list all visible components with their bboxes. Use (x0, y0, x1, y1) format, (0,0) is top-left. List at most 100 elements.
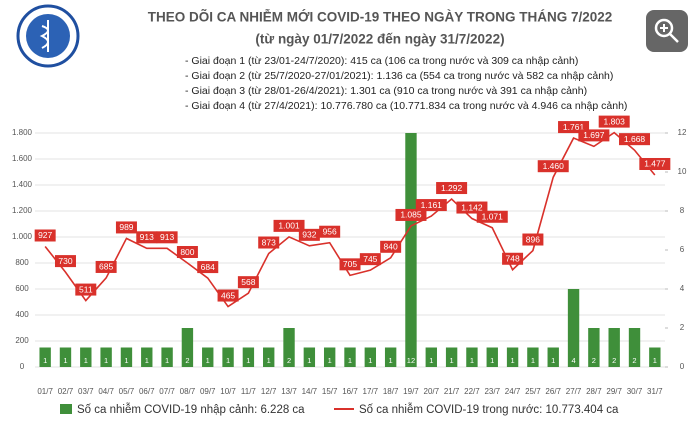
bar (649, 347, 661, 367)
data-label: 913 (140, 232, 154, 242)
note: - Giai đoạn 2 (từ 25/7/2020-27/01/2021):… (185, 70, 613, 82)
bar (547, 347, 559, 367)
bar-label: 1 (450, 356, 454, 365)
bar (323, 347, 336, 367)
data-label: 748 (505, 254, 519, 264)
data-label-box (197, 261, 219, 274)
data-label-box (237, 276, 259, 289)
y-tick-label: 600 (15, 284, 29, 293)
bar (567, 289, 580, 367)
data-label-box (217, 289, 239, 302)
data-label-box (415, 199, 447, 212)
bar-label: 1 (246, 356, 250, 365)
x-tick-label: 02/7 (58, 387, 74, 396)
data-label: 956 (323, 226, 337, 236)
data-label: 1.803 (604, 116, 626, 126)
data-label: 927 (38, 230, 52, 240)
bar (608, 328, 620, 367)
bar (425, 347, 437, 367)
data-label-box (380, 240, 402, 253)
x-tick-label: 26/7 (545, 387, 561, 396)
bar-label: 1 (165, 356, 169, 365)
data-label-box (258, 236, 280, 249)
x-tick-label: 08/7 (180, 387, 196, 396)
bar-label: 1 (84, 356, 88, 365)
x-tick-label: 17/7 (363, 387, 379, 396)
bar (506, 347, 519, 367)
data-label: 1.477 (644, 159, 666, 169)
data-label-box (639, 157, 671, 170)
bar (588, 328, 600, 367)
bar (344, 347, 356, 367)
data-label: 1.142 (461, 202, 483, 212)
data-label-box (502, 252, 524, 265)
x-tick-label: 03/7 (78, 387, 94, 396)
data-label-box (156, 231, 178, 244)
bar-label: 1 (206, 356, 210, 365)
data-label: 800 (180, 247, 194, 257)
bar (161, 347, 173, 367)
y2-tick-label: 6 (680, 245, 685, 254)
bar (120, 347, 133, 367)
x-tick-label: 16/7 (342, 387, 358, 396)
bar (141, 347, 153, 367)
y2-tick-label: 0 (680, 362, 685, 371)
x-tick-label: 27/7 (566, 387, 582, 396)
bar-label: 1 (551, 356, 555, 365)
bar-label: 1 (348, 356, 352, 365)
y2-tick-label: 10 (678, 167, 687, 176)
x-tick-label: 18/7 (383, 387, 399, 396)
data-label: 1.161 (421, 200, 443, 210)
bar-label: 2 (612, 356, 616, 365)
y-tick-label: 0 (20, 362, 25, 371)
data-label: 684 (201, 262, 215, 272)
bar (486, 347, 498, 367)
bar (283, 328, 295, 367)
legend-label: Số ca nhiễm COVID-19 nhập cảnh: 6.228 ca (77, 403, 305, 416)
data-label-box (298, 228, 320, 241)
data-label-box (136, 231, 158, 244)
bar (527, 347, 539, 367)
y-tick-label: 200 (15, 336, 29, 345)
data-label: 705 (343, 259, 357, 269)
bar-label: 1 (531, 356, 535, 365)
bar (242, 347, 255, 367)
data-label: 1.001 (278, 221, 300, 231)
data-label-box (339, 258, 361, 271)
bar-label: 2 (287, 356, 291, 365)
note: - Giai đoạn 4 (từ 27/4/2021): 10.776.780… (185, 100, 627, 112)
bar-label: 1 (490, 356, 494, 365)
legend-swatch (60, 404, 72, 414)
chart-title: THEO DÕI CA NHIỄM MỚI COVID-19 THEO NGÀY… (148, 10, 613, 25)
data-label: 840 (384, 242, 398, 252)
y-tick-label: 1.600 (12, 154, 33, 163)
y-tick-label: 400 (15, 310, 29, 319)
bar-label: 1 (510, 356, 514, 365)
x-tick-label: 29/7 (606, 387, 622, 396)
bar (39, 347, 51, 367)
data-label-box (34, 229, 56, 242)
bar-label: 2 (185, 356, 189, 365)
data-label-box (54, 255, 76, 268)
bar (59, 347, 72, 367)
bar-label: 1 (389, 356, 393, 365)
line (44, 131, 656, 308)
y-tick-label: 1.000 (12, 232, 33, 241)
y-tick-label: 1.800 (12, 128, 33, 137)
bar (445, 347, 458, 367)
bar-label: 12 (407, 356, 415, 365)
data-label-box (95, 260, 117, 273)
zoom-button[interactable] (646, 10, 688, 52)
y2-tick-label: 2 (680, 323, 685, 332)
x-tick-label: 22/7 (464, 387, 480, 396)
bar (263, 347, 275, 367)
bar-label: 1 (145, 356, 149, 365)
data-label: 1.460 (543, 161, 565, 171)
data-label-box (522, 233, 544, 246)
y2-tick-label: 12 (678, 128, 687, 137)
data-label: 989 (119, 222, 133, 232)
x-tick-label: 12/7 (261, 387, 277, 396)
data-label-box (75, 283, 97, 296)
x-tick-label: 20/7 (424, 387, 440, 396)
data-label-box (436, 182, 468, 195)
